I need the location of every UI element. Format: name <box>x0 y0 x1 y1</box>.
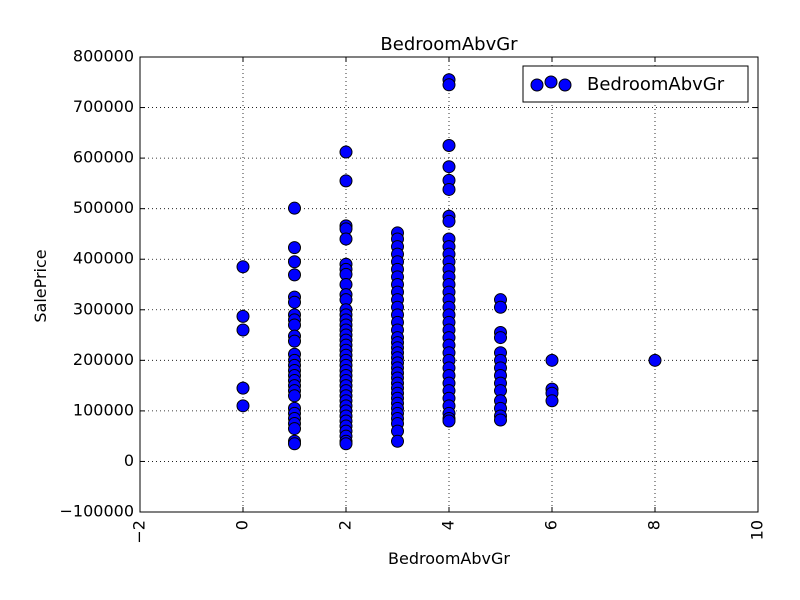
x-tick-label: 0 <box>233 520 252 530</box>
data-point <box>339 174 353 188</box>
x-tick-label: −2 <box>130 520 149 544</box>
data-point <box>288 268 301 282</box>
data-point <box>288 437 301 451</box>
data-point <box>442 138 456 152</box>
data-point <box>236 399 250 413</box>
x-axis-label: BedroomAbvGr <box>388 549 510 568</box>
data-point <box>442 414 456 428</box>
y-tick-label: 500000 <box>73 198 134 217</box>
data-point <box>288 241 301 255</box>
data-point <box>494 331 507 345</box>
data-point <box>288 201 301 215</box>
data-point <box>494 413 507 427</box>
data-point <box>391 434 404 448</box>
y-tick-label: 0 <box>124 451 134 470</box>
data-point <box>339 232 353 246</box>
data-points <box>236 73 662 451</box>
y-axis-label: SalePrice <box>31 249 50 322</box>
y-tick-label: 600000 <box>73 148 134 167</box>
x-tick-label: 4 <box>439 520 458 530</box>
data-point <box>648 353 662 367</box>
data-point <box>545 394 559 408</box>
chart-title: BedroomAbvGr <box>380 34 518 55</box>
data-point <box>288 389 301 403</box>
data-point <box>442 160 456 174</box>
y-tick-label: 400000 <box>73 249 134 268</box>
x-tick-label: 2 <box>336 520 355 530</box>
legend-marker <box>558 78 572 92</box>
data-point <box>236 309 250 323</box>
x-tick-label: 8 <box>645 520 664 530</box>
legend-label: BedroomAbvGr <box>587 74 725 95</box>
x-tick-label: 10 <box>748 520 767 540</box>
legend: BedroomAbvGr <box>522 65 749 103</box>
legend-marker <box>530 78 544 92</box>
data-point <box>236 260 250 274</box>
y-tick-label: 100000 <box>73 400 134 419</box>
y-axis-ticks: −100000 0 100000 200000 300000 400000 500000 60… <box>60 47 758 521</box>
data-point <box>442 182 456 196</box>
data-point <box>288 255 301 269</box>
y-tick-label: 200000 <box>73 350 134 369</box>
data-point <box>288 295 301 309</box>
y-tick-label: −100000 <box>60 502 134 521</box>
data-point <box>339 437 353 451</box>
data-point <box>236 323 250 337</box>
y-tick-label: 300000 <box>73 299 134 318</box>
x-tick-label: 6 <box>542 520 561 530</box>
y-tick-label: 800000 <box>73 47 134 66</box>
data-point <box>339 145 353 159</box>
data-point <box>442 78 456 92</box>
y-tick-label: 700000 <box>73 97 134 116</box>
x-axis-ticks: −2 0 2 4 6 8 10 <box>130 57 767 544</box>
data-point <box>288 334 301 348</box>
data-point <box>288 422 301 436</box>
data-point <box>545 353 559 367</box>
data-point <box>442 214 456 228</box>
data-point <box>494 300 507 314</box>
legend-marker <box>544 75 558 89</box>
data-point <box>236 381 250 395</box>
data-point <box>288 318 301 332</box>
